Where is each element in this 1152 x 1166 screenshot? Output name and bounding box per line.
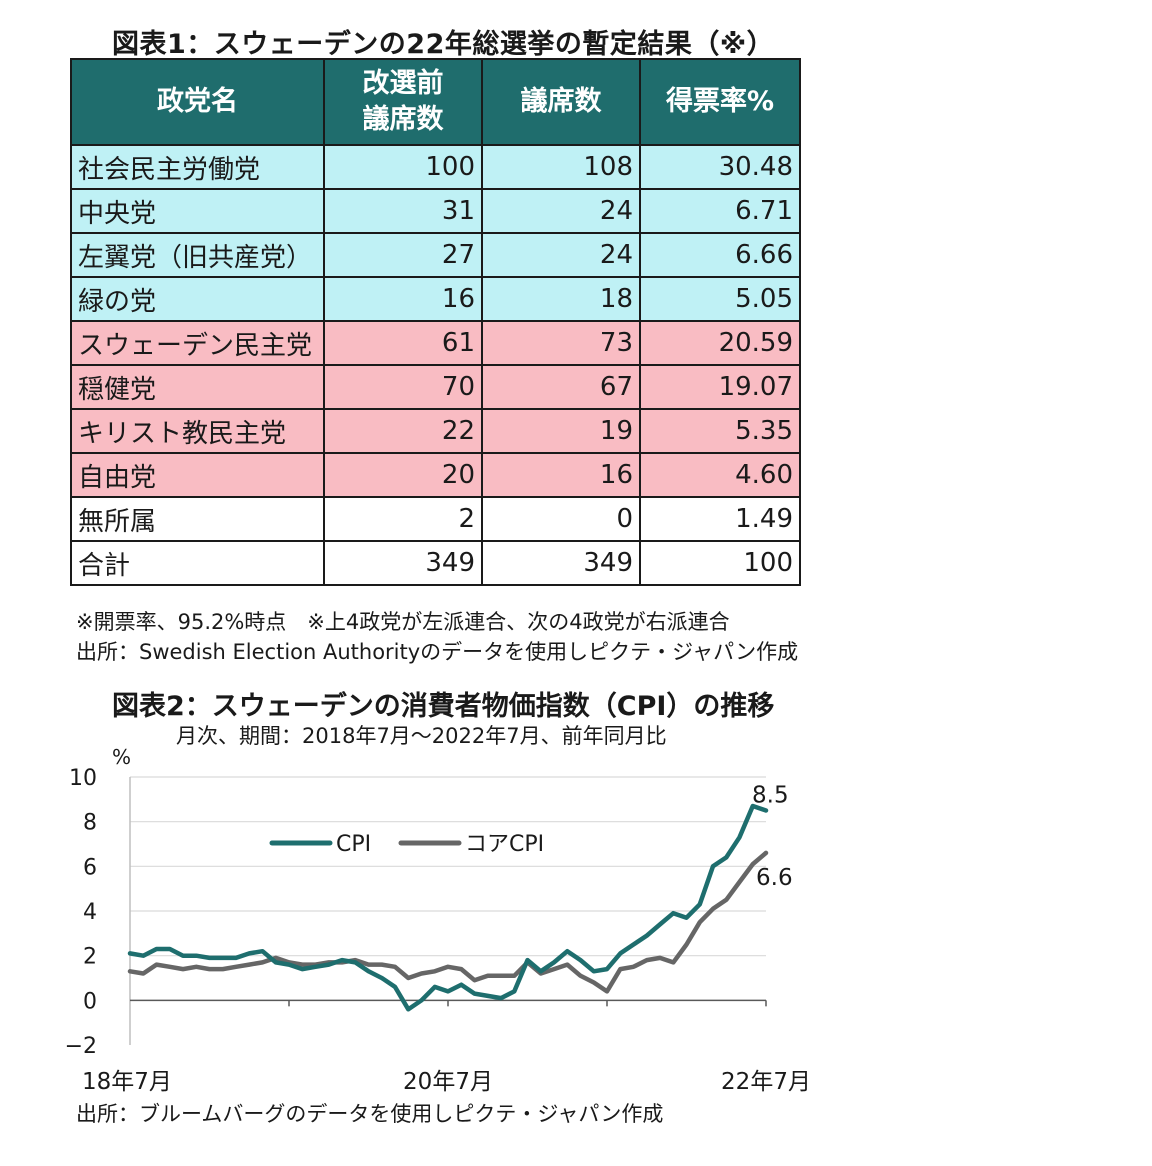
vote-share-cell: 4.60 bbox=[639, 452, 801, 498]
prev-seats-cell: 22 bbox=[323, 408, 483, 454]
party-cell: 社会民主労働党 bbox=[70, 144, 325, 190]
y-tick-label: 2 bbox=[83, 945, 97, 970]
legend-label-core-cpi: コアCPI bbox=[465, 832, 544, 857]
table-row: 合計 349 349 100 bbox=[70, 540, 801, 586]
seats-cell: 24 bbox=[481, 232, 641, 278]
chart-subtitle: 月次、期間：2018年7月〜2022年7月、前年同月比 bbox=[176, 724, 667, 748]
seats-cell: 67 bbox=[481, 364, 641, 410]
prev-seats-cell: 2 bbox=[323, 496, 483, 542]
chart-title: 図表2：スウェーデンの消費者物価指数（CPI）の推移 bbox=[112, 691, 775, 722]
vote-share-cell: 5.35 bbox=[639, 408, 801, 454]
table-row: 穏健党 70 67 19.07 bbox=[70, 364, 801, 410]
party-cell: キリスト教民主党 bbox=[70, 408, 325, 454]
party-cell: スウェーデン民主党 bbox=[70, 320, 325, 366]
vote-share-cell: 6.71 bbox=[639, 188, 801, 234]
table-row: 自由党 20 16 4.60 bbox=[70, 452, 801, 498]
vote-share-cell: 1.49 bbox=[639, 496, 801, 542]
table-row: 社会民主労働党 100 108 30.48 bbox=[70, 144, 801, 190]
prev-seats-cell: 31 bbox=[323, 188, 483, 234]
y-tick-label: 0 bbox=[83, 989, 97, 1014]
legend-label-cpi: CPI bbox=[336, 832, 371, 857]
seats-cell: 16 bbox=[481, 452, 641, 498]
party-cell: 左翼党（旧共産党） bbox=[70, 232, 325, 278]
chart-source: 出所：ブルームバーグのデータを使用しピクテ・ジャパン作成 bbox=[76, 1102, 664, 1126]
table-row: 左翼党（旧共産党） 27 24 6.66 bbox=[70, 232, 801, 278]
table-title: 図表1：スウェーデンの22年総選挙の暫定結果（※） bbox=[112, 29, 775, 60]
y-tick-label: 4 bbox=[83, 900, 97, 925]
y-tick-label: 10 bbox=[69, 766, 97, 791]
seats-cell: 108 bbox=[481, 144, 641, 190]
x-tick-label: 18年7月 bbox=[82, 1069, 172, 1095]
header-seats: 議席数 bbox=[481, 58, 641, 146]
table-row: スウェーデン民主党 61 73 20.59 bbox=[70, 320, 801, 366]
table-source: 出所：Swedish Election Authorityのデータを使用しピクテ… bbox=[76, 640, 799, 664]
x-tick-label: 20年7月 bbox=[403, 1069, 493, 1095]
party-cell: 穏健党 bbox=[70, 364, 325, 410]
vote-share-cell: 6.66 bbox=[639, 232, 801, 278]
prev-seats-cell: 27 bbox=[323, 232, 483, 278]
cpi-end-label: 8.5 bbox=[752, 783, 789, 809]
prev-seats-cell: 100 bbox=[323, 144, 483, 190]
seats-cell: 19 bbox=[481, 408, 641, 454]
party-cell: 合計 bbox=[70, 540, 325, 586]
seats-cell: 349 bbox=[481, 540, 641, 586]
prev-seats-cell: 20 bbox=[323, 452, 483, 498]
seats-cell: 24 bbox=[481, 188, 641, 234]
header-party: 政党名 bbox=[70, 58, 325, 146]
table-header-row: 政党名 改選前 議席数 議席数 得票率% bbox=[70, 58, 801, 146]
prev-seats-cell: 61 bbox=[323, 320, 483, 366]
table-note: ※開票率、95.2%時点 ※上4政党が左派連合、次の4政党が右派連合 bbox=[76, 610, 730, 634]
header-vote-share: 得票率% bbox=[639, 58, 801, 146]
election-results-table: 政党名 改選前 議席数 議席数 得票率% 社会民主労働党 100 108 30.48 中央… bbox=[70, 58, 801, 586]
party-cell: 緑の党 bbox=[70, 276, 325, 322]
header-prev-seats: 改選前 議席数 bbox=[323, 58, 483, 146]
core-cpi-line bbox=[127, 850, 769, 994]
x-tick-label: 22年7月 bbox=[721, 1069, 811, 1095]
vote-share-cell: 100 bbox=[639, 540, 801, 586]
party-cell: 無所属 bbox=[70, 496, 325, 542]
table-row: 無所属 2 0 1.49 bbox=[70, 496, 801, 542]
core-cpi-end-label: 6.6 bbox=[756, 865, 793, 891]
y-tick-label: 8 bbox=[83, 811, 97, 836]
table-row: 中央党 31 24 6.71 bbox=[70, 188, 801, 234]
y-unit-label: % bbox=[112, 745, 131, 769]
y-tick-label: −2 bbox=[65, 1034, 97, 1059]
vote-share-cell: 30.48 bbox=[639, 144, 801, 190]
cpi-chart: 10 8 6 4 2 0 −2% 18年7月 20年7月 22年7月 8.5 6.6 CPI コアCPI bbox=[65, 745, 811, 1095]
vote-share-cell: 5.05 bbox=[639, 276, 801, 322]
cpi-line bbox=[127, 803, 769, 1012]
seats-cell: 0 bbox=[481, 496, 641, 542]
vote-share-cell: 20.59 bbox=[639, 320, 801, 366]
prev-seats-cell: 349 bbox=[323, 540, 483, 586]
y-tick-label: 6 bbox=[83, 855, 97, 880]
seats-cell: 73 bbox=[481, 320, 641, 366]
vote-share-cell: 19.07 bbox=[639, 364, 801, 410]
prev-seats-cell: 70 bbox=[323, 364, 483, 410]
table-row: 緑の党 16 18 5.05 bbox=[70, 276, 801, 322]
party-cell: 自由党 bbox=[70, 452, 325, 498]
prev-seats-cell: 16 bbox=[323, 276, 483, 322]
seats-cell: 18 bbox=[481, 276, 641, 322]
table-row: キリスト教民主党 22 19 5.35 bbox=[70, 408, 801, 454]
party-cell: 中央党 bbox=[70, 188, 325, 234]
